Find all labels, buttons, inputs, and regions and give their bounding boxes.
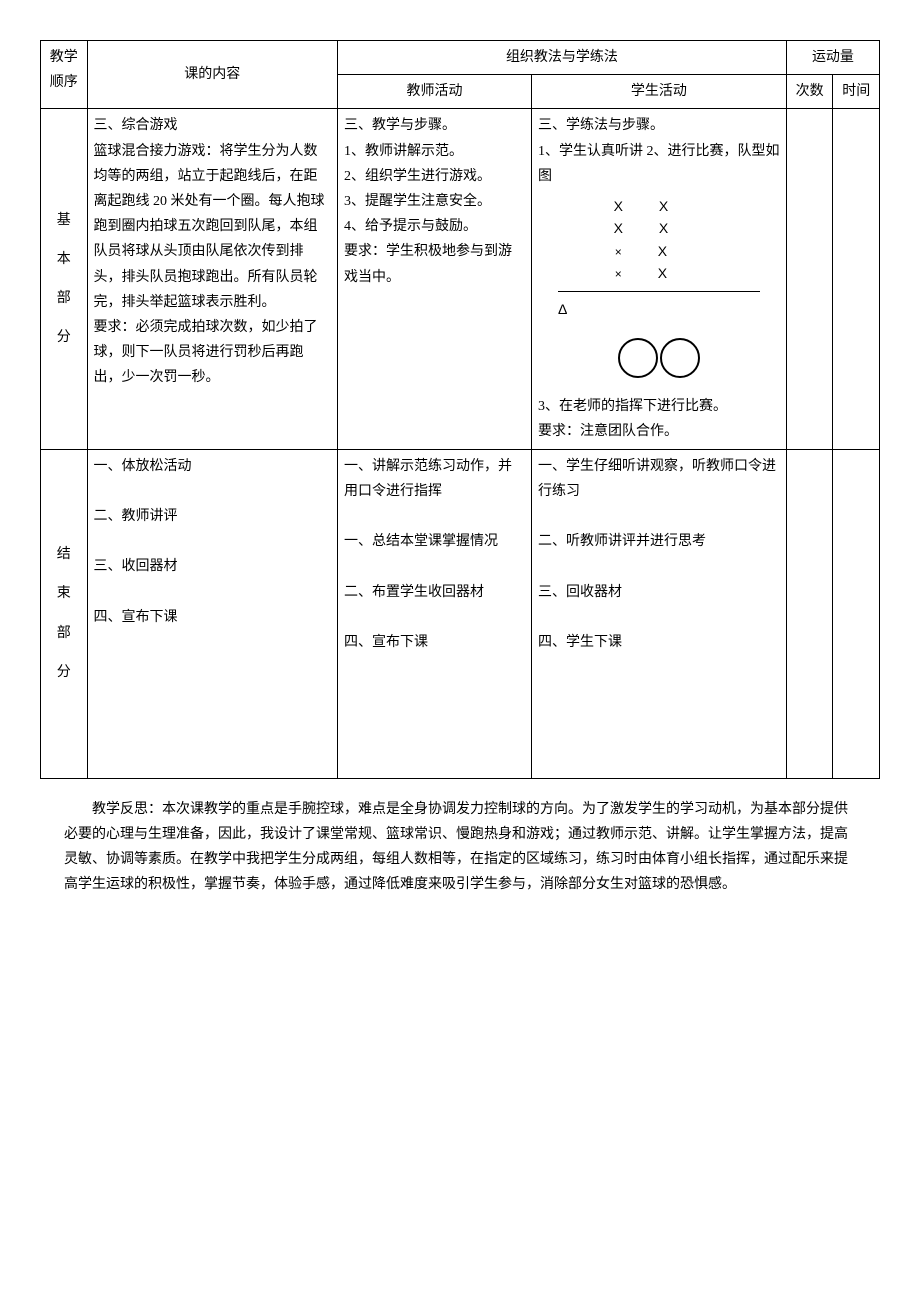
formation-circles <box>538 338 780 384</box>
formation-row-3: ×X <box>538 262 780 284</box>
formation-r1-left: X <box>614 220 659 236</box>
header-sequence: 教学 顺序 <box>41 41 88 109</box>
formation-r3-left: × <box>615 267 658 281</box>
header-time: 时间 <box>833 75 880 109</box>
row1-teacher: 一、讲解示范练习动作，并用口令进行指挥 一、总结本堂课掌握情况 二、布置学生收回… <box>338 449 532 778</box>
row0-seq-1: 本 <box>47 247 81 272</box>
row1-content: 一、体放松活动 二、教师讲评 三、收回器材 四、宣布下课 <box>87 449 337 778</box>
row1-seq-0: 结 <box>47 542 81 567</box>
row0-content-text: 三、综合游戏 篮球混合接力游戏：将学生分为人数均等的两组，站立于起跑线后，在距离… <box>94 113 331 390</box>
header-content: 课的内容 <box>87 41 337 109</box>
table-row: 基 本 部 分 三、综合游戏 篮球混合接力游戏：将学生分为人数均等的两组，站立于… <box>41 109 880 449</box>
header-student: 学生活动 <box>531 75 786 109</box>
formation-r0-left: X <box>614 198 659 214</box>
row0-count <box>786 109 833 449</box>
header-sequence-l2: 顺序 <box>50 75 78 90</box>
formation-r1-right: X <box>659 220 704 236</box>
row0-seq-2: 部 <box>47 286 81 311</box>
header-sequence-l1: 教学 <box>50 50 78 65</box>
row1-student-text: 一、学生仔细听讲观察，听教师口令进行练习 二、听教师讲评并进行思考 三、回收器材… <box>538 454 780 656</box>
row1-seq-1: 束 <box>47 581 81 606</box>
row1-content-text: 一、体放松活动 二、教师讲评 三、收回器材 四、宣布下课 <box>94 454 331 630</box>
lesson-plan-table: 教学 顺序 课的内容 组织教法与学练法 运动量 教师活动 学生活动 次数 时间 … <box>40 40 880 779</box>
formation-divider <box>558 291 760 292</box>
row0-student: 三、学练法与步骤。 1、学生认真听讲 2、进行比赛，队型如图 XX XX ×X … <box>531 109 786 449</box>
header-count: 次数 <box>786 75 833 109</box>
header-teacher: 教师活动 <box>338 75 532 109</box>
circle-icon <box>618 338 658 378</box>
row0-time <box>833 109 880 449</box>
row0-teacher: 三、教学与步骤。 1、教师讲解示范。 2、组织学生进行游戏。 3、提醒学生注意安… <box>338 109 532 449</box>
formation-diagram: XX XX ×X ×X Δ <box>538 195 780 384</box>
header-load: 运动量 <box>786 41 879 75</box>
formation-r0-right: X <box>659 198 704 214</box>
formation-row-2: ×X <box>538 240 780 262</box>
row1-seq-3: 分 <box>47 660 81 685</box>
formation-marker: Δ <box>538 298 780 320</box>
formation-r2-right: X <box>658 243 703 259</box>
row0-seq-3: 分 <box>47 325 81 350</box>
formation-r2-left: × <box>615 245 658 259</box>
header-methods: 组织教法与学练法 <box>338 41 787 75</box>
circle-icon <box>660 338 700 378</box>
formation-row-1: XX <box>538 217 780 239</box>
formation-r3-right: X <box>658 265 703 281</box>
row1-time <box>833 449 880 778</box>
row0-student-post: 3、在老师的指挥下进行比赛。 要求：注意团队合作。 <box>538 394 780 444</box>
row1-teacher-text: 一、讲解示范练习动作，并用口令进行指挥 一、总结本堂课掌握情况 二、布置学生收回… <box>344 454 525 656</box>
teaching-reflection: 教学反思：本次课教学的重点是手腕控球，难点是全身协调发力控制球的方向。为了激发学… <box>40 797 880 898</box>
row1-seq-2: 部 <box>47 621 81 646</box>
row0-content: 三、综合游戏 篮球混合接力游戏：将学生分为人数均等的两组，站立于起跑线后，在距离… <box>87 109 337 449</box>
row1-count <box>786 449 833 778</box>
row1-seq: 结 束 部 分 <box>41 449 88 778</box>
row0-seq-0: 基 <box>47 208 81 233</box>
table-row: 结 束 部 分 一、体放松活动 二、教师讲评 三、收回器材 四、宣布下课 一、讲… <box>41 449 880 778</box>
row1-student: 一、学生仔细听讲观察，听教师口令进行练习 二、听教师讲评并进行思考 三、回收器材… <box>531 449 786 778</box>
row0-teacher-text: 三、教学与步骤。 1、教师讲解示范。 2、组织学生进行游戏。 3、提醒学生注意安… <box>344 113 525 289</box>
row0-student-pre: 三、学练法与步骤。 1、学生认真听讲 2、进行比赛，队型如图 <box>538 113 780 189</box>
formation-row-0: XX <box>538 195 780 217</box>
row0-seq: 基 本 部 分 <box>41 109 88 449</box>
